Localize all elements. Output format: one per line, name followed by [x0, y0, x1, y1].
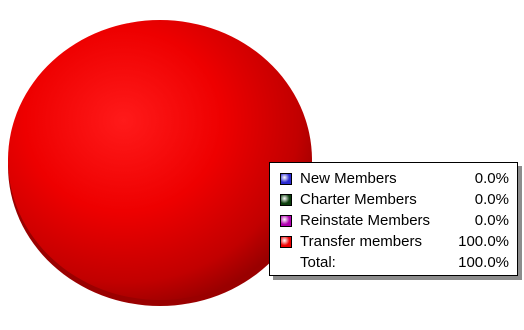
- legend-entry-charter-members: Charter Members 0.0%: [280, 189, 509, 210]
- legend-total-spacer: [280, 257, 292, 269]
- legend-label: Reinstate Members: [300, 212, 431, 229]
- legend-label: New Members: [300, 170, 397, 187]
- legend-label: Transfer members: [300, 233, 422, 250]
- legend-entry-new-members: New Members 0.0%: [280, 168, 509, 189]
- chart-legend: New Members 0.0% Charter Members 0.0% Re…: [269, 162, 518, 276]
- legend-entry-transfer-members: Transfer members 100.0%: [280, 231, 509, 252]
- pie-slices: [8, 20, 312, 306]
- legend-swatch-new-members: [280, 172, 292, 185]
- legend-total-value: 100.0%: [458, 254, 509, 271]
- legend-value: 0.0%: [474, 191, 509, 208]
- legend-swatch-charter-members: [280, 193, 292, 206]
- legend-value: 100.0%: [458, 233, 509, 250]
- legend-entry-reinstate-members: Reinstate Members 0.0%: [280, 210, 509, 231]
- legend-value: 0.0%: [474, 170, 509, 187]
- legend-value: 0.0%: [474, 212, 509, 229]
- legend-total-row: Total: 100.0%: [280, 252, 509, 273]
- legend-label: Charter Members: [300, 191, 417, 208]
- pie-slice-transfer-members: [8, 20, 312, 300]
- legend-total-label: Total:: [300, 254, 336, 271]
- legend-swatch-transfer-members: [280, 235, 292, 248]
- legend-swatch-reinstate-members: [280, 214, 292, 227]
